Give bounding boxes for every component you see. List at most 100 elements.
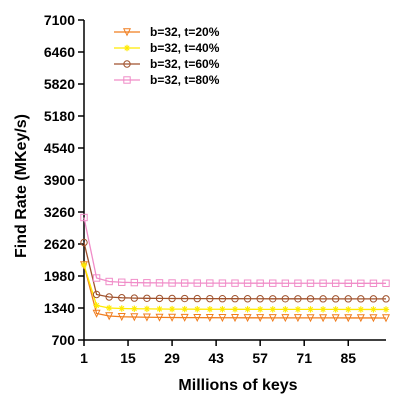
data-point — [105, 304, 113, 312]
plot-area — [83, 20, 386, 341]
data-point-stroke — [182, 306, 188, 312]
data-point-stroke — [194, 306, 200, 312]
data-point — [357, 295, 365, 303]
series-group — [80, 213, 390, 288]
data-point — [130, 278, 139, 287]
data-point — [269, 306, 276, 313]
data-point — [180, 279, 189, 287]
y-tick-label: 3260 — [44, 204, 75, 220]
data-point — [331, 279, 340, 287]
data-point — [231, 306, 239, 313]
data-point — [219, 306, 226, 313]
y-tick-label: 5820 — [44, 76, 75, 92]
series-line — [83, 264, 387, 319]
data-point — [218, 279, 227, 287]
x-tick-label: 29 — [164, 350, 180, 366]
data-point-stroke — [307, 306, 314, 312]
data-point — [105, 293, 113, 301]
data-point — [306, 295, 315, 303]
data-point — [155, 313, 164, 322]
data-point — [344, 314, 353, 323]
data-point — [331, 314, 340, 323]
data-point-stroke — [169, 306, 175, 312]
series-layer — [79, 213, 391, 323]
data-point — [206, 294, 214, 303]
data-point-stroke — [295, 306, 301, 312]
series-line — [83, 264, 386, 311]
data-point — [193, 279, 201, 287]
data-point — [193, 313, 202, 322]
data-point — [142, 313, 151, 322]
data-point — [307, 306, 314, 313]
data-point-stroke — [257, 306, 263, 312]
data-point — [319, 314, 328, 323]
data-point — [181, 305, 188, 313]
x-tick-label: 57 — [252, 350, 268, 366]
legend-marker — [123, 44, 131, 52]
data-point — [117, 313, 126, 322]
legend-label: b=32, t=60% — [150, 57, 220, 71]
data-point — [370, 306, 377, 313]
x-tick-label: 43 — [208, 350, 224, 366]
legend-label: b=32, t=20% — [150, 25, 220, 39]
data-point — [231, 279, 239, 287]
data-point — [357, 306, 365, 313]
y-tick-label: 4540 — [44, 140, 75, 156]
data-point — [344, 279, 352, 288]
data-point — [143, 305, 151, 313]
series-group — [79, 261, 391, 323]
data-point — [243, 279, 252, 287]
legend-marker — [122, 28, 132, 37]
y-axis: 700 1340 1980 2620 3260 3900 4540 5180 5820 6460 7… — [44, 12, 84, 348]
data-point — [118, 305, 125, 312]
data-point-stroke — [106, 305, 112, 311]
data-point — [356, 314, 365, 323]
data-point — [80, 261, 88, 269]
data-point — [319, 279, 327, 287]
data-point — [92, 309, 101, 318]
data-point — [381, 314, 391, 323]
data-point — [93, 302, 100, 309]
data-point-stroke — [333, 306, 339, 312]
y-tick-label: 1980 — [44, 268, 75, 284]
data-point — [269, 279, 277, 287]
x-tick-label: 1 — [80, 350, 88, 366]
data-point — [193, 294, 201, 303]
data-point — [294, 279, 302, 287]
data-point — [345, 306, 352, 313]
data-point-stroke — [119, 305, 125, 312]
data-point-stroke — [207, 306, 213, 312]
data-point-stroke — [219, 306, 226, 312]
data-point — [180, 294, 189, 303]
data-point-stroke — [232, 306, 238, 312]
data-point — [269, 295, 277, 303]
legend-marker — [123, 60, 131, 68]
y-tick-label: 6460 — [44, 44, 75, 60]
data-point — [130, 313, 139, 322]
data-point — [243, 295, 252, 303]
y-tick-label: 7100 — [44, 12, 75, 28]
data-point — [92, 290, 101, 299]
data-point — [206, 279, 214, 287]
data-point — [218, 314, 227, 323]
data-point — [281, 314, 290, 323]
data-point — [243, 314, 252, 323]
data-point — [331, 295, 340, 303]
y-axis-title: Find Rate (MKey/s) — [13, 114, 30, 258]
data-point — [205, 314, 214, 323]
x-axis-title: Millions of keys — [178, 377, 297, 394]
series-line — [83, 217, 386, 284]
data-point-stroke — [320, 306, 326, 312]
data-point-stroke — [93, 302, 100, 309]
x-tick-label: 15 — [120, 350, 136, 366]
data-point — [92, 274, 101, 282]
series-line — [83, 242, 386, 300]
data-point — [382, 279, 390, 288]
legend-item: b=32, t=60% — [114, 57, 220, 71]
data-point — [168, 279, 176, 287]
data-point — [168, 294, 176, 303]
data-point — [230, 314, 240, 323]
data-point — [130, 294, 139, 302]
data-point — [143, 279, 151, 287]
